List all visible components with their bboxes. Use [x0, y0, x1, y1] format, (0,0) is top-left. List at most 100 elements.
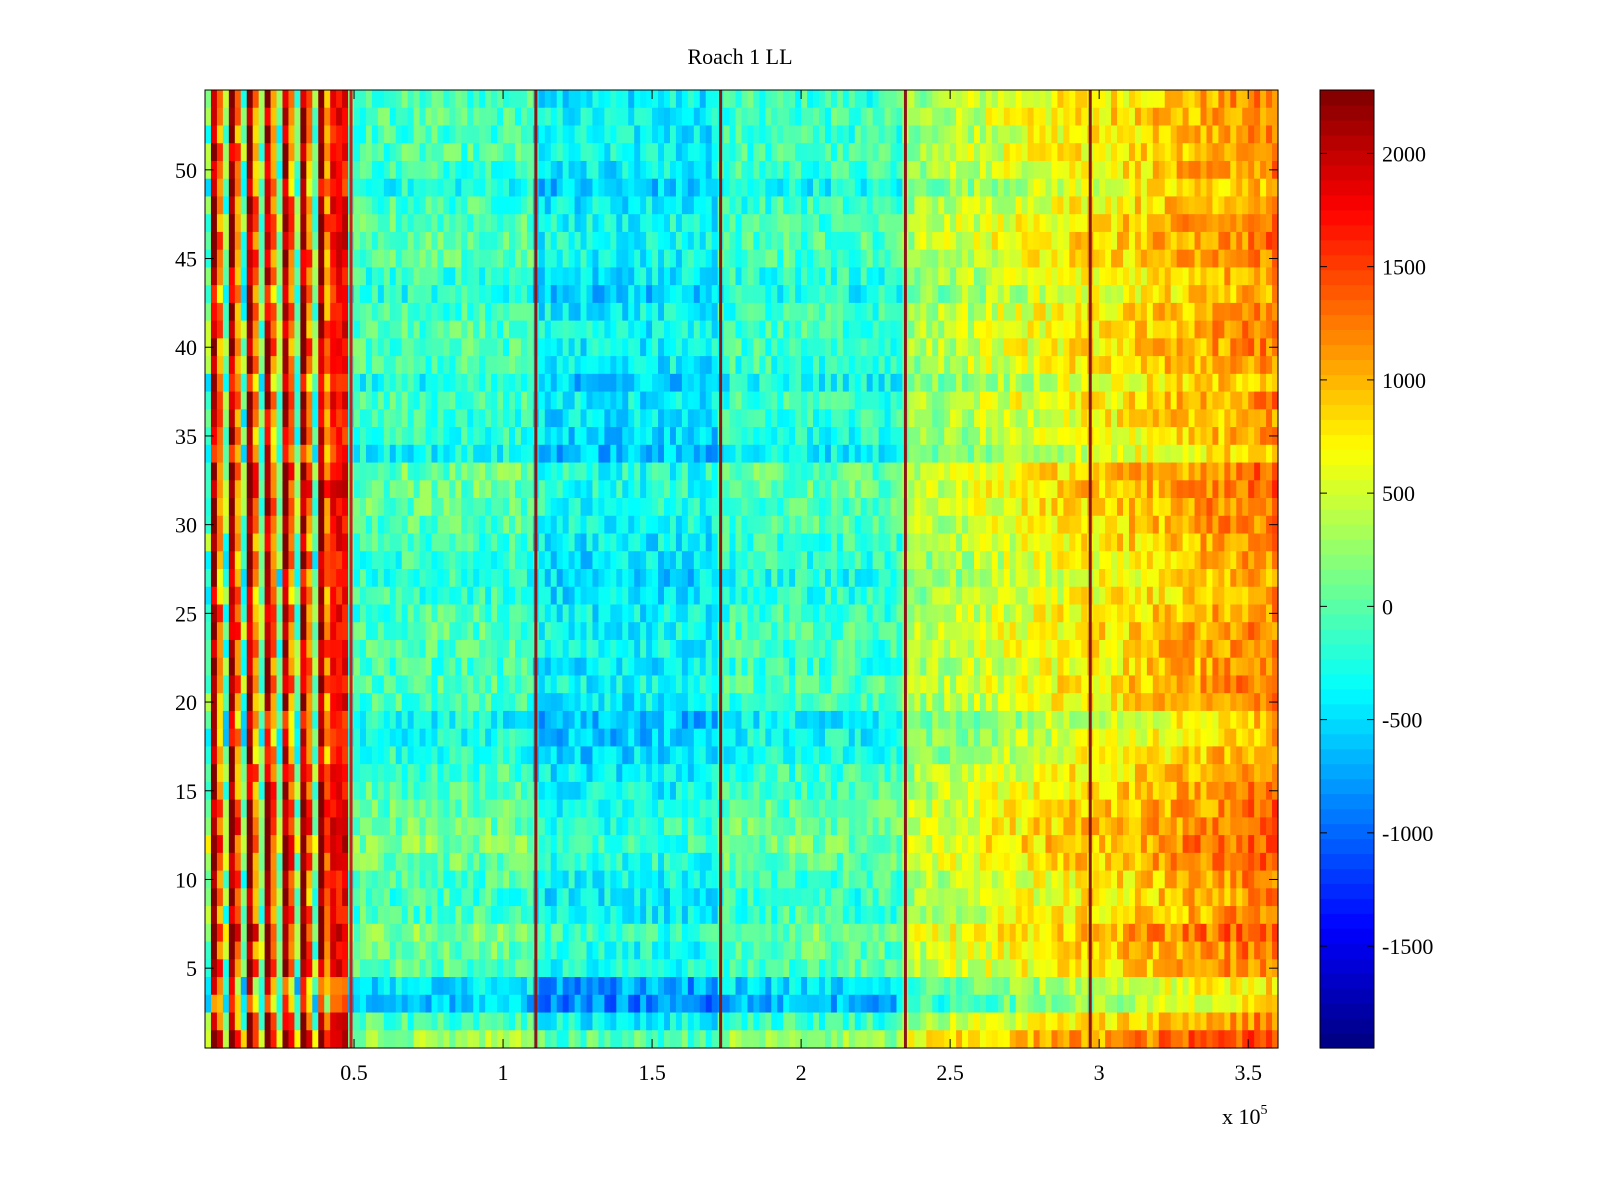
heatmap-cell — [705, 515, 713, 535]
heatmap-cell — [455, 498, 462, 517]
heatmap-cell — [735, 427, 743, 446]
heatmap-cell — [830, 249, 838, 269]
heatmap-cell — [550, 409, 558, 428]
heatmap-cell — [407, 373, 415, 393]
heatmap-cell — [342, 533, 349, 552]
heatmap-cell — [586, 320, 594, 339]
heatmap-cell — [1027, 551, 1035, 570]
heatmap-cell — [1003, 356, 1011, 375]
heatmap-cell — [997, 125, 1005, 144]
heatmap-cell — [503, 267, 510, 286]
heatmap-cell — [556, 356, 564, 375]
heatmap-cell — [419, 462, 427, 481]
heatmap-cell — [246, 373, 254, 393]
heatmap-cell — [306, 160, 313, 180]
heatmap-cell — [1164, 515, 1172, 535]
heatmap-cell — [1188, 480, 1196, 499]
heatmap-cell — [1272, 356, 1279, 375]
heatmap-cell — [1003, 302, 1011, 322]
heatmap-cell — [1027, 214, 1035, 233]
heatmap-cell — [777, 125, 784, 144]
heatmap-cell — [973, 551, 981, 570]
heatmap-cell — [1134, 160, 1142, 180]
heatmap-cell — [687, 125, 695, 144]
heatmap-cell — [789, 373, 796, 393]
heatmap-cell — [1206, 391, 1214, 410]
heatmap-cell — [890, 107, 898, 127]
heatmap-cell — [324, 196, 331, 215]
heatmap-cell — [556, 143, 564, 162]
heatmap-cell — [246, 462, 254, 481]
heatmap-cell — [777, 409, 784, 428]
heatmap-cell — [1003, 249, 1011, 269]
heatmap-cell — [330, 107, 337, 127]
heatmap-cell — [807, 444, 814, 464]
heatmap-cell — [1206, 338, 1214, 357]
heatmap-cell — [359, 107, 367, 127]
heatmap-cell — [395, 373, 403, 393]
heatmap-cell — [908, 515, 915, 535]
heatmap-cell — [1176, 409, 1184, 428]
heatmap-cell — [276, 302, 284, 322]
heatmap-cell — [318, 498, 325, 517]
heatmap-cell — [860, 356, 868, 375]
heatmap-cell — [1218, 231, 1225, 251]
heatmap-cell — [789, 444, 796, 464]
heatmap-cell — [1075, 178, 1082, 198]
heatmap-cell — [693, 143, 701, 162]
heatmap-cell — [216, 107, 224, 127]
heatmap-cell — [1182, 214, 1190, 233]
heatmap-cell — [461, 285, 468, 304]
heatmap-cell — [598, 178, 605, 198]
heatmap-cell — [1176, 160, 1184, 180]
heatmap-cell — [973, 160, 981, 180]
heatmap-cell — [991, 125, 999, 144]
heatmap-cell — [908, 125, 915, 144]
heatmap-cell — [544, 107, 552, 127]
heatmap-cell — [669, 285, 677, 304]
heatmap-cell — [956, 533, 963, 552]
heatmap-cell — [1099, 391, 1106, 410]
heatmap-cell — [1057, 249, 1064, 269]
heatmap-cell — [1194, 533, 1202, 552]
heatmap-cell — [616, 231, 623, 251]
heatmap-cell — [1248, 107, 1255, 127]
heatmap-cell — [813, 107, 820, 127]
heatmap-cell — [1003, 462, 1011, 481]
heatmap-cell — [771, 107, 778, 127]
heatmap-cell — [228, 427, 236, 446]
heatmap-cell — [318, 160, 325, 180]
heatmap-cell — [216, 409, 224, 428]
heatmap-cell — [359, 551, 367, 570]
heatmap-cell — [693, 107, 701, 127]
heatmap-cell — [264, 214, 272, 233]
heatmap-cell — [860, 551, 868, 570]
heatmap-cell — [669, 498, 677, 517]
heatmap-cell — [628, 320, 635, 339]
heatmap-cell — [270, 90, 278, 109]
heatmap-cell — [1128, 302, 1136, 322]
heatmap-cell — [1182, 231, 1190, 251]
heatmap-cell — [1039, 373, 1047, 393]
heatmap-cell — [509, 338, 516, 357]
heatmap-cell — [1140, 90, 1148, 109]
heatmap-cell — [342, 462, 349, 481]
heatmap-cell — [1045, 480, 1053, 499]
heatmap-cell — [210, 160, 218, 180]
heatmap-cell — [1146, 551, 1154, 570]
heatmap-cell — [824, 160, 832, 180]
heatmap-cell — [1182, 444, 1190, 464]
heatmap-cell — [747, 125, 755, 144]
heatmap-cell — [1140, 231, 1148, 251]
heatmap-cell — [1248, 391, 1255, 410]
heatmap-cell — [276, 125, 284, 144]
heatmap-cell — [1003, 231, 1011, 251]
heatmap-cell — [860, 320, 868, 339]
heatmap-cell — [574, 444, 582, 464]
heatmap-cell — [807, 569, 814, 588]
heatmap-cell — [646, 515, 653, 535]
heatmap-cell — [997, 196, 1005, 215]
heatmap-cell — [598, 231, 605, 251]
heatmap-cell — [866, 90, 874, 109]
